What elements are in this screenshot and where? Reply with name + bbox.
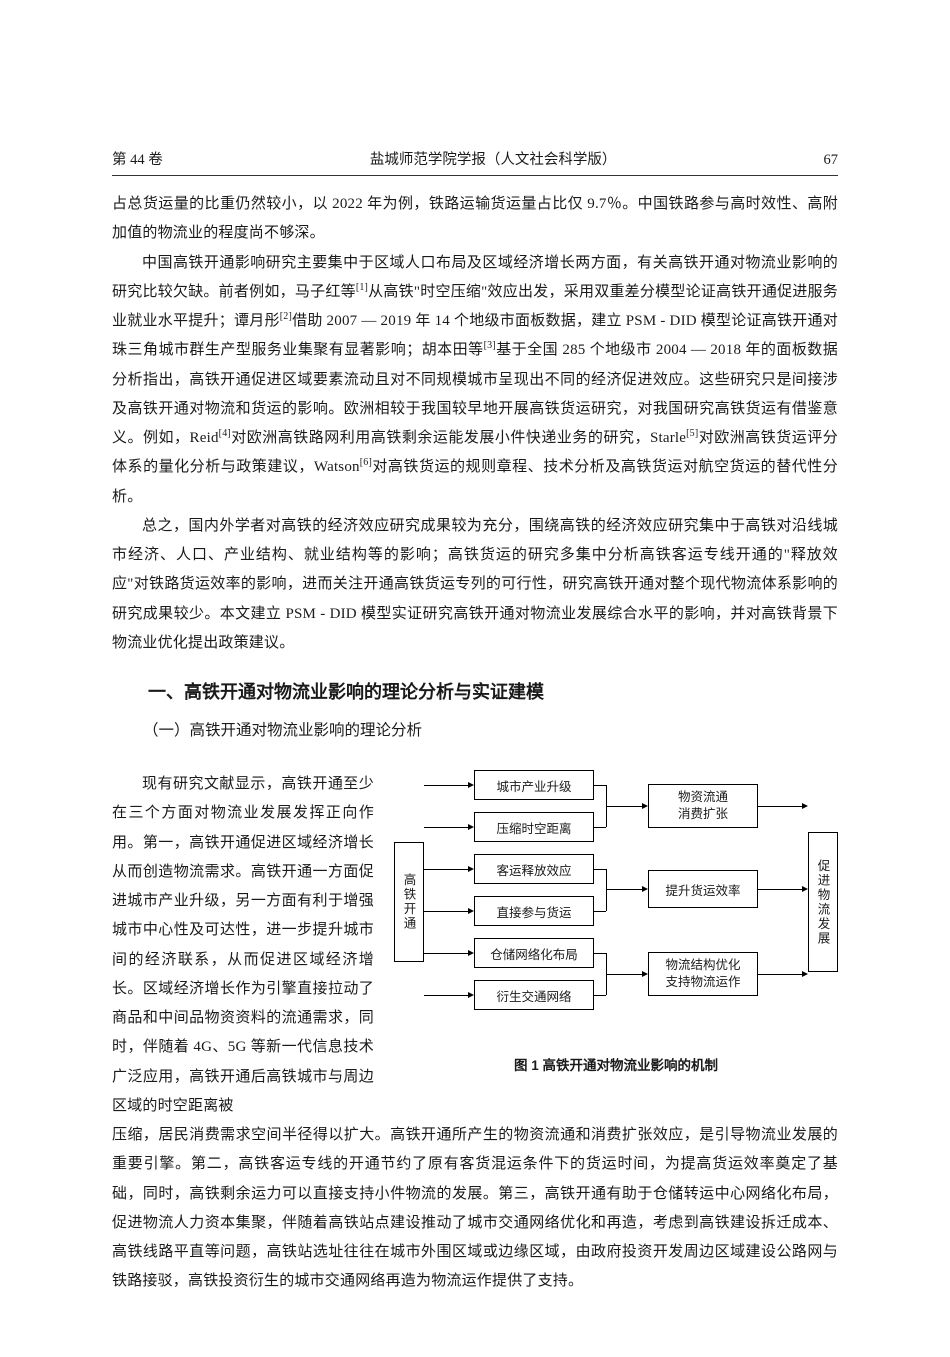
body-para-2: 中国高铁开通影响研究主要集中于区域人口布局及区域经济增长两方面，有关高铁开通对物… xyxy=(112,249,838,512)
flowchart-edge-7 xyxy=(606,889,642,890)
flowchart-edge-2 xyxy=(424,869,468,870)
body-para-1: 占总货运量的比重仍然较小，以 2022 年为例，铁路运输货运量占比仅 9.7％。… xyxy=(112,190,838,249)
figure-1-flowchart: 高铁开通 城市产业升级压缩时空距离客运释放效应直接参与货运仓储网络化布局衍生交通网… xyxy=(394,770,838,1040)
ref-4: [4] xyxy=(219,428,231,439)
flowchart-edge-6 xyxy=(606,806,642,807)
ref-2: [2] xyxy=(280,311,292,322)
flowchart-node-m6: 衍生交通网络 xyxy=(474,980,594,1010)
flowchart-node-dst: 促进物流发展 xyxy=(808,832,838,972)
flowchart-node-e2: 提升货运效率 xyxy=(648,870,758,908)
journal-title: 盐城师范学院学报（人文社会科学版） xyxy=(370,148,617,169)
flowchart-edge-11 xyxy=(758,974,802,975)
flowchart-edge-3 xyxy=(424,911,468,912)
flowchart-node-m1: 城市产业升级 xyxy=(474,770,594,800)
body-para-4-left: 现有研究文献显示，高铁开通至少在三个方面对物流业发展发挥正向作用。第一，高铁开通… xyxy=(112,770,374,1121)
figure-1-caption: 图 1 高铁开通对物流业影响的机制 xyxy=(514,1054,718,1074)
text-figure-row: 现有研究文献显示，高铁开通至少在三个方面对物流业发展发挥正向作用。第一，高铁开通… xyxy=(112,770,838,1121)
flowchart-node-m3: 客运释放效应 xyxy=(474,854,594,884)
body-para-3: 总之，国内外学者对高铁的经济效应研究成果较为充分，围绕高铁的经济效应研究集中于高… xyxy=(112,512,838,658)
flowchart-edge-10 xyxy=(758,889,802,890)
ref-1: [1] xyxy=(356,282,368,293)
ref-5: [5] xyxy=(686,428,698,439)
section-heading-1: 一、高铁开通对物流业影响的理论分析与实证建模 xyxy=(148,678,838,704)
ref-3: [3] xyxy=(484,340,496,351)
flowchart-node-m5: 仓储网络化布局 xyxy=(474,938,594,968)
body-para-4-cont: 压缩，居民消费需求空间半径得以扩大。高铁开通所产生的物资流通和消费扩张效应，是引… xyxy=(112,1121,838,1297)
flowchart-edge-4 xyxy=(424,953,468,954)
flowchart-node-e3: 物流结构优化 支持物流运作 xyxy=(648,952,758,996)
flowchart-node-m4: 直接参与货运 xyxy=(474,896,594,926)
flowchart-node-e1: 物资流通 消费扩张 xyxy=(648,784,758,828)
section-heading-2: （一）高铁开通对物流业影响的理论分析 xyxy=(143,718,838,740)
flowchart-edge-8 xyxy=(606,974,642,975)
volume-label: 第 44 卷 xyxy=(112,148,163,169)
flowchart-edge-0 xyxy=(424,785,468,786)
running-header: 第 44 卷 盐城师范学院学报（人文社会科学版） 67 xyxy=(112,148,838,169)
flowchart-edge-1 xyxy=(424,827,468,828)
page-number: 67 xyxy=(824,152,839,169)
flowchart-node-src: 高铁开通 xyxy=(394,842,424,962)
flowchart-edge-9 xyxy=(758,806,802,807)
flowchart-edge-5 xyxy=(424,995,468,996)
page: 第 44 卷 盐城师范学院学报（人文社会科学版） 67 占总货运量的比重仍然较小… xyxy=(0,0,950,1357)
header-rule xyxy=(112,175,838,176)
flowchart-node-m2: 压缩时空距离 xyxy=(474,812,594,842)
figure-column: 高铁开通 城市产业升级压缩时空距离客运释放效应直接参与货运仓储网络化布局衍生交通网… xyxy=(394,770,838,1074)
ref-6: [6] xyxy=(360,457,372,468)
